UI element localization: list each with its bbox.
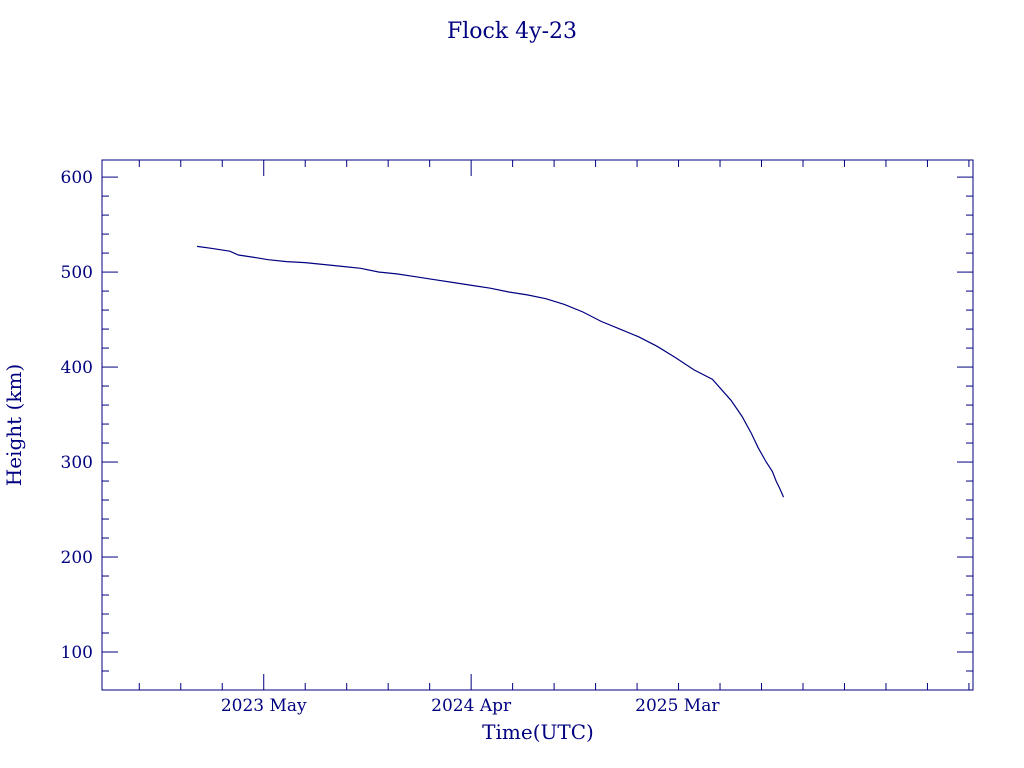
x-tick-label: 2025 Mar <box>635 696 720 716</box>
y-tick-label: 600 <box>61 168 93 188</box>
y-tick-label: 100 <box>61 643 93 663</box>
y-tick-label: 400 <box>61 358 93 378</box>
chart-title: Flock 4y-23 <box>447 19 577 44</box>
x-axis: 2023 May 2024 Apr 2025 Mar <box>138 160 970 716</box>
plot-frame <box>101 159 974 691</box>
x-axis-label: Time(UTC) <box>482 720 594 744</box>
y-axis: 100 200 300 400 500 600 <box>61 168 973 672</box>
x-tick-label: 2023 May <box>221 696 307 716</box>
x-tick-label: 2024 Apr <box>431 696 512 716</box>
y-tick-label: 300 <box>61 453 93 473</box>
y-tick-label: 200 <box>61 548 93 568</box>
y-tick-label: 500 <box>61 263 93 283</box>
y-axis-label: Height (km) <box>2 364 26 486</box>
series-line <box>197 245 785 498</box>
